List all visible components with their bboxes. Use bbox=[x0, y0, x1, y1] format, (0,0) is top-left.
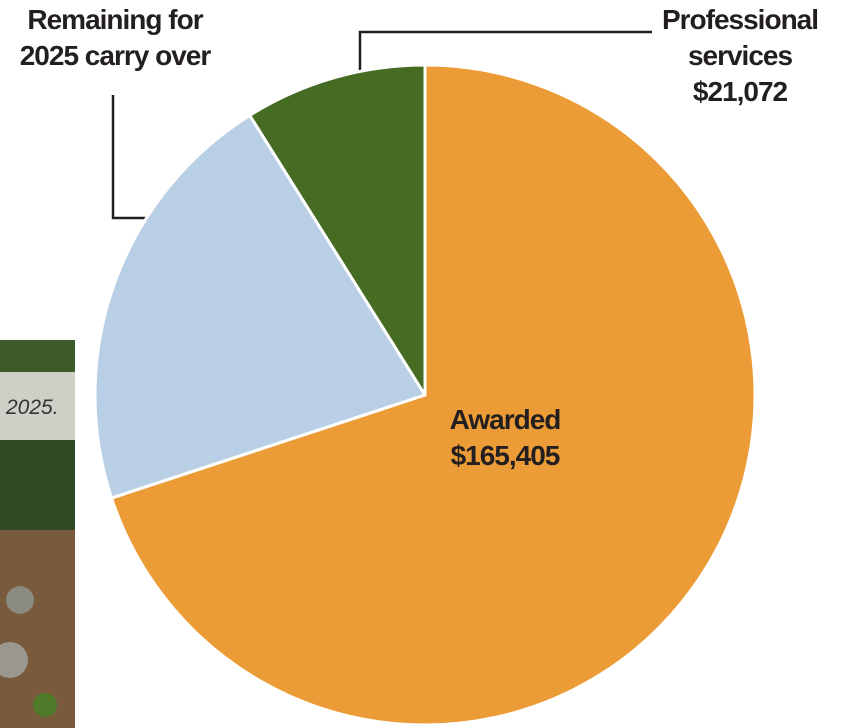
photo-caption: 2025. bbox=[5, 396, 59, 419]
page: 2025. Awarded$165,405 Remaining for 2025 … bbox=[0, 0, 841, 728]
photo: 2025. bbox=[0, 340, 75, 728]
category-label: Remaining for 2025 carry over bbox=[0, 2, 230, 74]
slice-label: Remaining for 2025 carry over bbox=[0, 2, 230, 74]
slice-label: Professional services$21,072 bbox=[640, 2, 840, 110]
category-label: Professional services bbox=[640, 2, 840, 74]
slice-label: Awarded$165,405 bbox=[405, 402, 605, 474]
category-label: Awarded bbox=[405, 402, 605, 438]
value-label: $21,072 bbox=[640, 74, 840, 110]
value-label: $165,405 bbox=[405, 438, 605, 474]
